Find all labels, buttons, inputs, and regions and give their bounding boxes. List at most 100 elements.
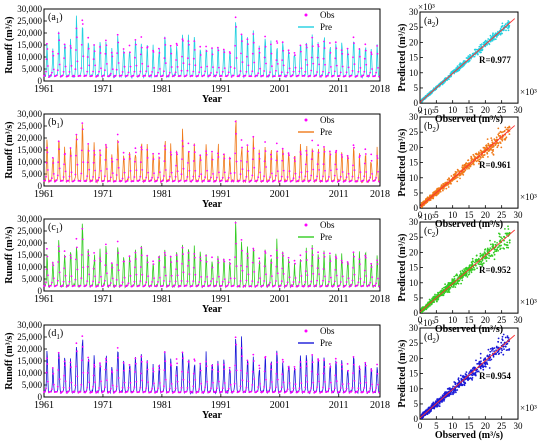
x-axis-label: Year xyxy=(202,410,223,421)
panel-label-sub: 2 xyxy=(432,231,436,239)
obs-point xyxy=(58,39,61,42)
obs-point xyxy=(188,361,190,363)
scatter-point xyxy=(494,241,496,243)
obs-point xyxy=(226,180,229,183)
obs-point xyxy=(364,153,367,155)
obs-point xyxy=(205,360,208,363)
obs-point xyxy=(244,74,247,77)
timeseries-panel-3: 05,00010,00015,00020,00025,00030,0001961… xyxy=(4,214,390,315)
obs-point xyxy=(50,74,52,76)
obs-point xyxy=(151,281,154,283)
obs-point xyxy=(347,382,350,385)
obs-point xyxy=(270,153,272,156)
x-tick-label: 10 xyxy=(448,421,458,431)
legend-pre-label: Pre xyxy=(320,338,332,348)
obs-point xyxy=(341,156,344,158)
obs-point xyxy=(57,351,60,354)
obs-point xyxy=(175,59,178,61)
obs-point xyxy=(363,375,366,378)
obs-point xyxy=(87,47,90,50)
obs-point xyxy=(92,58,95,60)
obs-point xyxy=(251,384,254,386)
obs-point xyxy=(241,40,243,42)
y-tick-label: 0 xyxy=(414,98,419,108)
obs-point xyxy=(204,386,207,389)
obs-point xyxy=(334,41,337,44)
panel-label-close: ) xyxy=(435,16,438,27)
x-axis-label: Observed (m³/s) xyxy=(435,219,503,230)
obs-point xyxy=(109,176,112,179)
obs-point xyxy=(321,74,323,77)
obs-point xyxy=(217,261,220,264)
legend-obs-label: Obs xyxy=(320,326,335,336)
obs-point xyxy=(311,150,314,153)
obs-point xyxy=(259,277,261,280)
obs-point xyxy=(79,75,82,77)
obs-point xyxy=(317,43,319,46)
obs-point xyxy=(298,70,301,73)
scatter-point xyxy=(457,280,459,282)
obs-point xyxy=(281,147,284,150)
obs-point xyxy=(63,250,66,253)
obs-point xyxy=(74,384,77,387)
obs-point xyxy=(339,175,342,178)
obs-point xyxy=(370,159,373,162)
obs-point xyxy=(162,179,164,182)
obs-point xyxy=(263,386,265,388)
obs-point xyxy=(182,167,185,170)
scatter-point xyxy=(436,404,438,406)
obs-point xyxy=(163,385,165,388)
obs-point xyxy=(73,284,76,287)
obs-point xyxy=(279,74,282,77)
y-tick-label: 20,000 xyxy=(17,238,42,248)
obs-point xyxy=(121,71,124,73)
x-tick-label: 2018 xyxy=(370,84,390,95)
x-tick-label: 1991 xyxy=(211,400,231,411)
obs-point xyxy=(58,378,61,380)
scatter-point xyxy=(479,49,482,52)
obs-point xyxy=(164,254,167,257)
obs-point xyxy=(99,52,102,54)
obs-point xyxy=(374,179,376,181)
obs-point xyxy=(129,275,132,277)
obs-point xyxy=(221,280,224,283)
obs-point xyxy=(334,163,337,166)
obs-point xyxy=(329,366,332,368)
obs-point xyxy=(351,279,354,282)
obs-point xyxy=(151,387,154,390)
obs-point xyxy=(205,150,208,153)
obs-point xyxy=(193,144,196,147)
obs-point xyxy=(87,36,90,39)
scatter-point xyxy=(444,283,446,286)
obs-point xyxy=(123,276,126,279)
obs-point xyxy=(257,386,260,388)
x-axis-label: Year xyxy=(202,199,223,210)
obs-point xyxy=(335,380,338,383)
obs-point xyxy=(80,172,83,175)
obs-point xyxy=(328,176,330,178)
obs-point xyxy=(164,360,167,363)
x-tick-label: 1991 xyxy=(211,84,231,95)
obs-point xyxy=(191,285,194,287)
scatter-point xyxy=(440,396,442,398)
obs-point xyxy=(274,179,276,182)
legend-obs-label: Obs xyxy=(320,220,335,230)
scatter-point xyxy=(498,240,501,243)
obs-point xyxy=(346,261,349,263)
obs-point xyxy=(52,372,55,375)
obs-point xyxy=(175,254,178,257)
obs-point xyxy=(70,275,73,278)
obs-point xyxy=(223,157,226,160)
obs-point xyxy=(197,390,200,393)
x-tick-label: 1971 xyxy=(93,400,113,411)
obs-point xyxy=(269,176,271,179)
scatter-point xyxy=(491,245,494,247)
obs-point xyxy=(333,387,336,389)
obs-point xyxy=(235,265,238,267)
y-tick-label: 15 xyxy=(409,369,419,379)
scatter-point xyxy=(487,359,489,361)
obs-point xyxy=(68,387,71,389)
obs-point xyxy=(353,146,355,149)
obs-point xyxy=(64,46,66,49)
obs-point xyxy=(139,53,142,56)
